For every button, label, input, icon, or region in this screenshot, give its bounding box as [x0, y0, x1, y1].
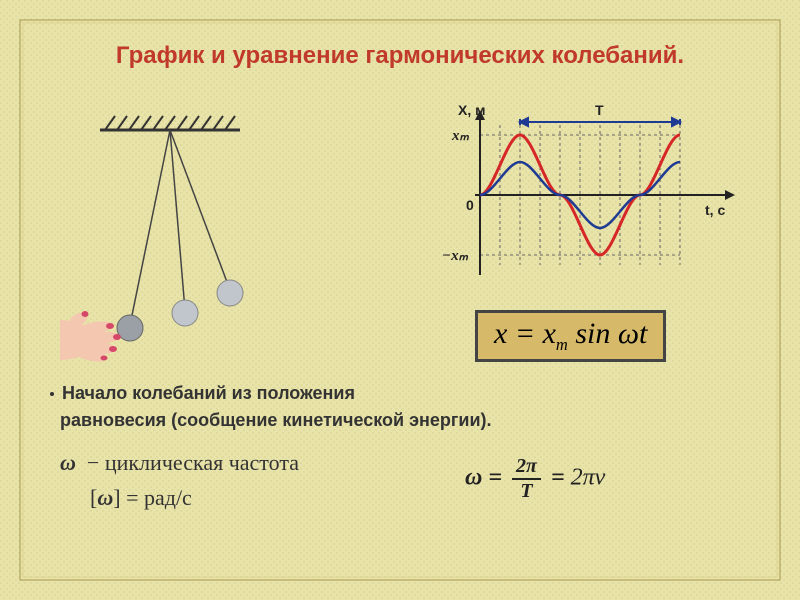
hand-illustration [60, 310, 121, 364]
x-axis-label: t, с [705, 202, 725, 218]
omega-definition: ω − циклическая частота [60, 450, 299, 476]
amplitude-pos-label: xₘ [451, 128, 470, 144]
slide-title: График и уравнение гармонических колебан… [0, 42, 800, 70]
omega-formula: ω = 2π T = 2πν [465, 455, 605, 503]
bullet-icon [50, 392, 54, 396]
y-axis-label: X, м [458, 102, 485, 118]
amplitude-neg-label: −xₘ [442, 248, 469, 264]
main-equation: x = xm sin ωt [475, 310, 666, 362]
omega-unit: [ω] = рад/с [90, 485, 192, 511]
oscillation-chart: T X, м t, с xₘ −xₘ 0 [400, 100, 760, 300]
bullet-description: Начало колебаний из положения равновесия… [50, 380, 492, 434]
pendulum-diagram [60, 110, 300, 350]
slide-background: График и уравнение гармонических колебан… [0, 0, 800, 600]
period-label: T [595, 102, 604, 118]
bullet-line-2: равновесия (сообщение кинетической энерг… [60, 410, 492, 430]
origin-label: 0 [466, 197, 474, 213]
bullet-line-1: Начало колебаний из положения [62, 383, 355, 403]
